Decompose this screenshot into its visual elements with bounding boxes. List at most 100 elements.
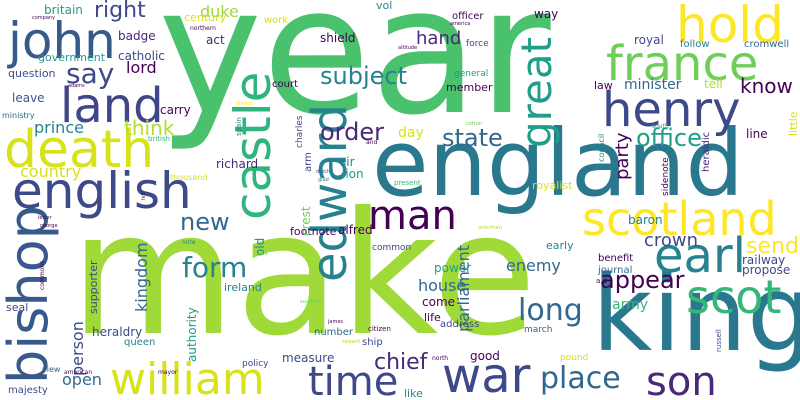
word-letter: letter	[38, 215, 52, 221]
word-century: century	[184, 11, 227, 24]
word-america: america	[450, 21, 471, 27]
word-seward: seward	[342, 339, 360, 345]
word-earl: earl	[654, 228, 747, 284]
word-number: number	[314, 327, 354, 338]
word-right: right	[94, 0, 146, 23]
word-supporter: supporter	[87, 260, 100, 314]
word-john: john	[8, 12, 116, 70]
word-government: government	[38, 51, 106, 64]
word-north: north	[432, 355, 449, 362]
word-address: address	[440, 319, 480, 330]
word-charles: charles	[295, 115, 305, 148]
word-american: american	[64, 369, 93, 376]
word-altitude: altitude	[398, 45, 418, 51]
word-house: house	[418, 276, 467, 295]
word-man: man	[368, 193, 457, 239]
word-sir: sir	[340, 155, 355, 169]
word-british: british	[148, 135, 171, 143]
word-act: act	[206, 33, 225, 47]
word-rule: rule	[258, 251, 268, 257]
word-place: place	[540, 361, 621, 396]
word-form: form	[182, 251, 248, 284]
word-authority: authority	[185, 307, 199, 362]
word-britain: britain	[44, 3, 83, 17]
word-country: country	[20, 162, 82, 181]
word-queen: queen	[124, 337, 156, 348]
word-adams: adams	[68, 83, 85, 89]
word-come: come	[422, 295, 456, 309]
word-general: general	[454, 69, 489, 79]
word-tell: tell	[704, 77, 723, 91]
word-council: council	[597, 133, 606, 162]
word-chief: chief	[374, 350, 428, 375]
word-lion: lion	[342, 167, 364, 181]
word-lord: lord	[126, 58, 157, 77]
word-sidenote: sidenote	[661, 157, 671, 196]
word-company: company	[32, 15, 56, 21]
word-time: time	[308, 359, 399, 400]
word-catholic: catholic	[118, 49, 165, 63]
word-state: state	[442, 124, 503, 152]
word-land: land	[60, 78, 164, 134]
word-little: little	[787, 111, 800, 136]
word-france: france	[606, 36, 759, 92]
word-way: way	[534, 7, 559, 21]
word-officer: officer	[452, 11, 484, 22]
word-army: army	[612, 297, 649, 313]
word-hold: hold	[676, 0, 784, 54]
word-ship: ship	[362, 337, 383, 348]
word-benefit: benefit	[598, 253, 634, 264]
word-george: george	[40, 223, 58, 229]
word-royalist: royalist	[532, 179, 573, 192]
word-and: and	[366, 139, 378, 146]
word-force: force	[466, 39, 489, 49]
word-heraldic: heraldic	[701, 131, 712, 172]
word-vol: vol	[376, 0, 393, 12]
word-castle: castle	[224, 71, 282, 220]
word-death: death	[4, 120, 155, 180]
word-mayor: mayor	[158, 369, 178, 376]
word-follow: follow	[680, 39, 710, 50]
word-english: english	[12, 162, 192, 220]
word-william: william	[110, 354, 265, 400]
word-arm: arm	[303, 152, 314, 172]
word-early: early	[546, 239, 574, 252]
word-spain: spain	[235, 117, 243, 136]
word-heraldry: heraldry	[92, 325, 143, 339]
word-dutch: dutch	[316, 169, 331, 175]
word-member: member	[446, 81, 493, 94]
word-know: know	[740, 74, 793, 98]
word-good: good	[470, 349, 500, 363]
word-southern: southern	[300, 299, 323, 305]
word-line: line	[746, 127, 768, 141]
word-view: view	[42, 365, 61, 374]
word-note: note	[182, 239, 196, 246]
word-work: work	[264, 15, 289, 26]
word-appear: appear	[600, 266, 685, 294]
word-badge: badge	[118, 29, 156, 43]
word-hand: hand	[416, 28, 462, 49]
word-enemy: enemy	[506, 256, 561, 275]
word-james: james	[328, 319, 344, 325]
word-war: war	[442, 348, 531, 400]
word-seal: seal	[6, 301, 29, 314]
word-leave: leave	[12, 91, 45, 105]
word-cotton: cotton	[466, 121, 482, 127]
word-prince: prince	[34, 118, 84, 137]
word-like: like	[404, 387, 423, 400]
word-law: law	[594, 79, 613, 92]
word-make: make	[70, 176, 537, 374]
word-great: great	[512, 36, 561, 148]
word-court: court	[272, 79, 298, 90]
word-think: think	[124, 116, 175, 140]
word-measure: measure	[282, 351, 335, 365]
word-open: open	[62, 370, 102, 389]
word-question: question	[8, 67, 56, 80]
word-scot: scot	[686, 270, 782, 324]
word-crest: crest	[299, 206, 313, 236]
word-carry: carry	[160, 103, 191, 117]
word-son: son	[646, 359, 717, 400]
word-say: say	[66, 57, 115, 90]
word-london: london	[236, 101, 254, 107]
